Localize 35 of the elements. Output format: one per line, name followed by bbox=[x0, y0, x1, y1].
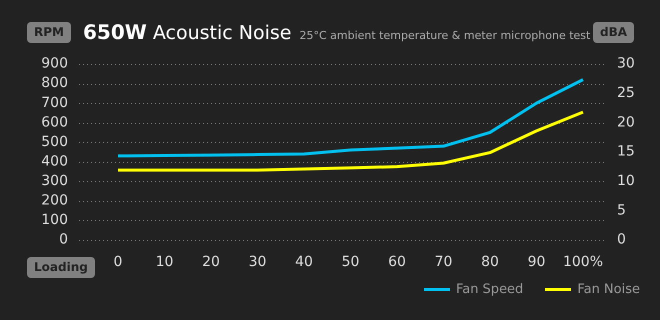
y-tick-label: 500 bbox=[41, 134, 68, 150]
chart-subtitle: 25°C ambient temperature & meter microphone test bbox=[299, 29, 590, 42]
y-tick-label: 200 bbox=[41, 192, 68, 209]
x-tick-label: 50 bbox=[342, 254, 360, 270]
y2-tick-label: 25 bbox=[617, 84, 635, 101]
x-axis-title: Loading bbox=[27, 257, 95, 278]
y-tick-label: 300 bbox=[41, 172, 68, 189]
y-tick-label: 100 bbox=[41, 212, 68, 228]
x-tick-label: 0 bbox=[114, 254, 122, 270]
y2-tick-label: 0 bbox=[617, 232, 626, 248]
y-tick-label: 900 bbox=[41, 56, 68, 72]
x-tick-label: 70 bbox=[434, 254, 452, 270]
y2-axis-title: dBA bbox=[593, 22, 634, 43]
x-tick-label: 100% bbox=[562, 254, 604, 270]
y-tick-label: 600 bbox=[41, 114, 68, 130]
x-tick-label: 10 bbox=[156, 254, 174, 270]
y-tick-label: 0 bbox=[59, 232, 68, 248]
y2-tick-label: 30 bbox=[617, 56, 635, 72]
y-tick-label: 700 bbox=[41, 94, 68, 111]
legend-label: Fan Noise bbox=[577, 282, 640, 297]
y2-tick-label: 10 bbox=[617, 172, 635, 189]
x-tick-label: 80 bbox=[481, 254, 499, 270]
y-tick-label: 800 bbox=[41, 75, 68, 92]
x-tick-label: 30 bbox=[248, 254, 266, 270]
y-tick-label: 400 bbox=[41, 153, 68, 170]
x-tick-label: 20 bbox=[202, 254, 220, 270]
y2-tick-label: 5 bbox=[617, 202, 626, 218]
y2-tick-label: 15 bbox=[617, 144, 635, 160]
legend-label: Fan Speed bbox=[456, 282, 524, 297]
chart-title: 650W Acoustic Noise bbox=[83, 20, 292, 44]
x-tick-label: 60 bbox=[388, 254, 406, 270]
x-tick-label: 90 bbox=[528, 254, 546, 270]
y-axis-title: RPM bbox=[27, 22, 71, 43]
y2-tick-label: 20 bbox=[617, 114, 635, 130]
x-tick-label: 40 bbox=[295, 254, 313, 270]
